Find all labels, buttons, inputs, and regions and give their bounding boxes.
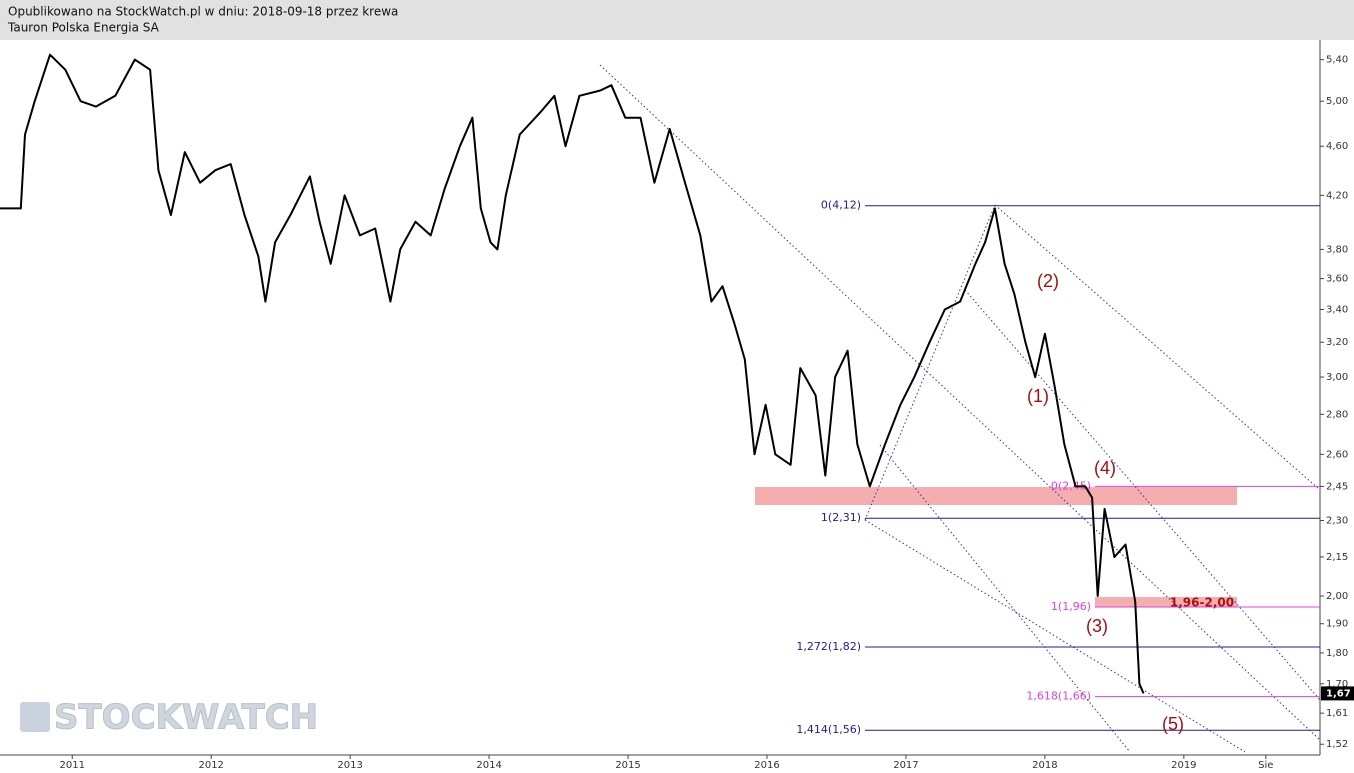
- y-tick-label: 1,52: [1326, 739, 1348, 750]
- channel-line: [864, 204, 996, 521]
- x-tick-label: 2019: [1171, 760, 1196, 771]
- y-tick-label: 2,45: [1326, 481, 1348, 492]
- x-tick-label: 2014: [476, 760, 501, 771]
- x-tick-label: 2012: [198, 760, 223, 771]
- level-label: 1(2,31): [821, 511, 861, 524]
- y-tick-label: 1,61: [1326, 708, 1348, 719]
- chart-subtitle: Tauron Polska Energia SA: [7, 21, 160, 35]
- y-tick-label: 1,70: [1326, 679, 1348, 690]
- y-tick-label: 2,15: [1326, 552, 1348, 563]
- level-label: 1,618(1,66): [1026, 690, 1091, 703]
- y-tick-label: 3,80: [1326, 244, 1348, 255]
- watermark: STOCKWATCH: [54, 698, 318, 738]
- wave-label: (2): [1037, 271, 1059, 291]
- y-tick-label: 4,20: [1326, 190, 1348, 201]
- level-label: 1(1,96): [1051, 600, 1091, 613]
- last-price-label: 1,67: [1326, 688, 1351, 699]
- target-zone: [1095, 597, 1237, 607]
- y-tick-label: 1,80: [1326, 648, 1348, 659]
- zone-label: 1,96-2,00: [1170, 596, 1234, 610]
- y-tick-label: 3,00: [1326, 372, 1348, 383]
- logo-icon: [20, 702, 50, 732]
- y-tick-label: 5,40: [1326, 55, 1348, 66]
- header-bar: [0, 0, 1354, 40]
- y-tick-label: 4,60: [1326, 141, 1348, 152]
- last-price-box: [1321, 686, 1354, 701]
- wave-label: (3): [1086, 616, 1108, 636]
- x-tick-label: 2013: [337, 760, 362, 771]
- support-zone: [755, 487, 1237, 505]
- y-tick-label: 2,80: [1326, 409, 1348, 420]
- watermark-logo: STOCKWATCH: [20, 697, 319, 738]
- wave-label: (1): [1027, 386, 1049, 406]
- y-tick-label: 2,30: [1326, 516, 1348, 527]
- x-tick-label: Sie: [1258, 760, 1273, 771]
- y-tick-label: 2,00: [1326, 591, 1348, 602]
- x-tick-label: 2011: [60, 760, 85, 771]
- y-tick-label: 3,60: [1326, 274, 1348, 285]
- level-label: 0(2,45): [1051, 479, 1091, 492]
- level-label: 1,272(1,82): [796, 640, 861, 653]
- chart-title: Opublikowano na StockWatch.pl w dniu: 20…: [8, 5, 398, 19]
- channel-line: [599, 64, 1321, 741]
- price-line: [0, 53, 1145, 694]
- x-tick-label: 2017: [893, 760, 918, 771]
- channel-lines: [599, 64, 1321, 753]
- y-tick-label: 3,40: [1326, 304, 1348, 315]
- wave-label: (4): [1094, 458, 1116, 478]
- channel-line: [994, 204, 1321, 491]
- x-tick-label: 2015: [615, 760, 640, 771]
- level-label: 0(4,12): [821, 199, 861, 212]
- wave-label: (5): [1162, 714, 1184, 734]
- x-tick-label: 2016: [754, 760, 779, 771]
- level-label: 1,414(1,56): [796, 723, 861, 736]
- y-tick-label: 3,20: [1326, 337, 1348, 348]
- y-tick-label: 1,90: [1326, 619, 1348, 630]
- y-tick-label: 2,60: [1326, 449, 1348, 460]
- plot-area: [0, 40, 1320, 755]
- y-tick-label: 5,00: [1326, 96, 1348, 107]
- x-tick-label: 2018: [1032, 760, 1057, 771]
